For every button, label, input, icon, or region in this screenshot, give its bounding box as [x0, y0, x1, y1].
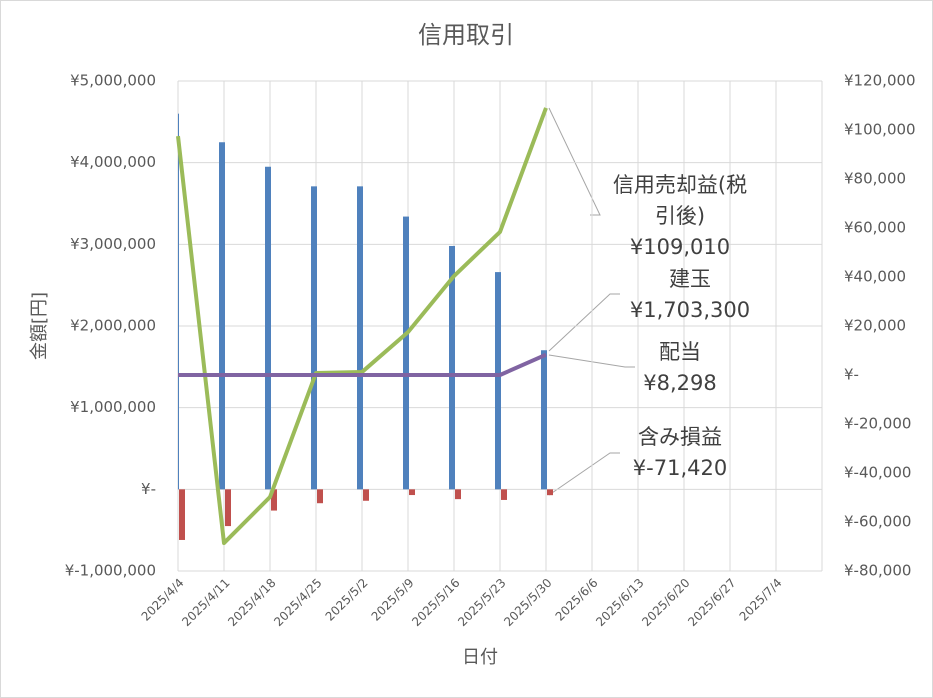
y-tick-label: ¥-	[141, 480, 156, 498]
bar	[357, 186, 363, 490]
bar	[271, 489, 277, 511]
y-tick-label: ¥5,000,000	[70, 72, 156, 90]
leader-line	[548, 452, 620, 496]
bar	[547, 489, 553, 496]
y-tick-label: ¥2,000,000	[70, 317, 156, 335]
line	[176, 107, 548, 546]
data-label: 信用売却益(税引後) ¥109,010	[605, 170, 755, 263]
label-name: 信用売却益(税引後)	[612, 173, 748, 228]
y2-tick-label: ¥40,000	[844, 268, 906, 286]
bar	[541, 350, 547, 490]
bar	[219, 142, 225, 490]
y2-tick-label: ¥-	[844, 366, 859, 384]
bar	[317, 489, 323, 504]
bar	[455, 489, 461, 500]
y2-tick-label: ¥-20,000	[844, 415, 911, 433]
bar	[409, 489, 415, 496]
y2-tick-label: ¥-40,000	[844, 464, 911, 482]
bar	[449, 245, 455, 490]
leader-line	[548, 107, 601, 216]
leader-line	[548, 293, 620, 352]
bar	[363, 489, 369, 501]
label-value: ¥1,703,300	[629, 298, 751, 322]
label-name: 配当	[659, 340, 701, 364]
chart-title: 信用取引	[418, 21, 514, 49]
bar	[225, 489, 231, 527]
x-axis-title: 日付	[462, 647, 498, 668]
y-tick-label: ¥3,000,000	[70, 235, 156, 253]
y2-tick-label: ¥80,000	[844, 170, 906, 188]
bar	[179, 489, 185, 540]
bar	[501, 489, 507, 500]
y-tick-label: ¥4,000,000	[70, 153, 156, 171]
leader-line	[548, 354, 635, 368]
y2-tick-label: ¥120,000	[844, 72, 916, 90]
bar	[495, 272, 501, 490]
bar	[311, 186, 317, 490]
y-axis-title: 金額[円]	[29, 292, 50, 360]
y2-tick-label: ¥-80,000	[844, 562, 911, 580]
label-value: ¥8,298	[643, 371, 717, 395]
line	[178, 352, 547, 377]
y2-tick-label: ¥20,000	[844, 317, 906, 335]
y2-tick-label: ¥100,000	[844, 121, 916, 139]
leader-lines	[548, 107, 635, 496]
y-tick-label: ¥-1,000,000	[65, 562, 156, 580]
y2-tick-label: ¥-60,000	[844, 513, 911, 531]
label-value: ¥109,010	[629, 235, 731, 259]
data-label: 建玉 ¥1,703,300	[605, 264, 775, 326]
label-name: 含み損益	[638, 425, 722, 449]
y-tick-label: ¥1,000,000	[70, 398, 156, 416]
data-label: 配当 ¥8,298	[595, 337, 765, 399]
label-value: ¥-71,420	[632, 456, 728, 480]
data-label: 含み損益 ¥-71,420	[595, 422, 765, 484]
label-name: 建玉	[669, 267, 711, 291]
bar	[178, 113, 179, 490]
bar	[403, 216, 409, 490]
y2-tick-label: ¥60,000	[844, 219, 906, 237]
bar	[265, 166, 271, 490]
